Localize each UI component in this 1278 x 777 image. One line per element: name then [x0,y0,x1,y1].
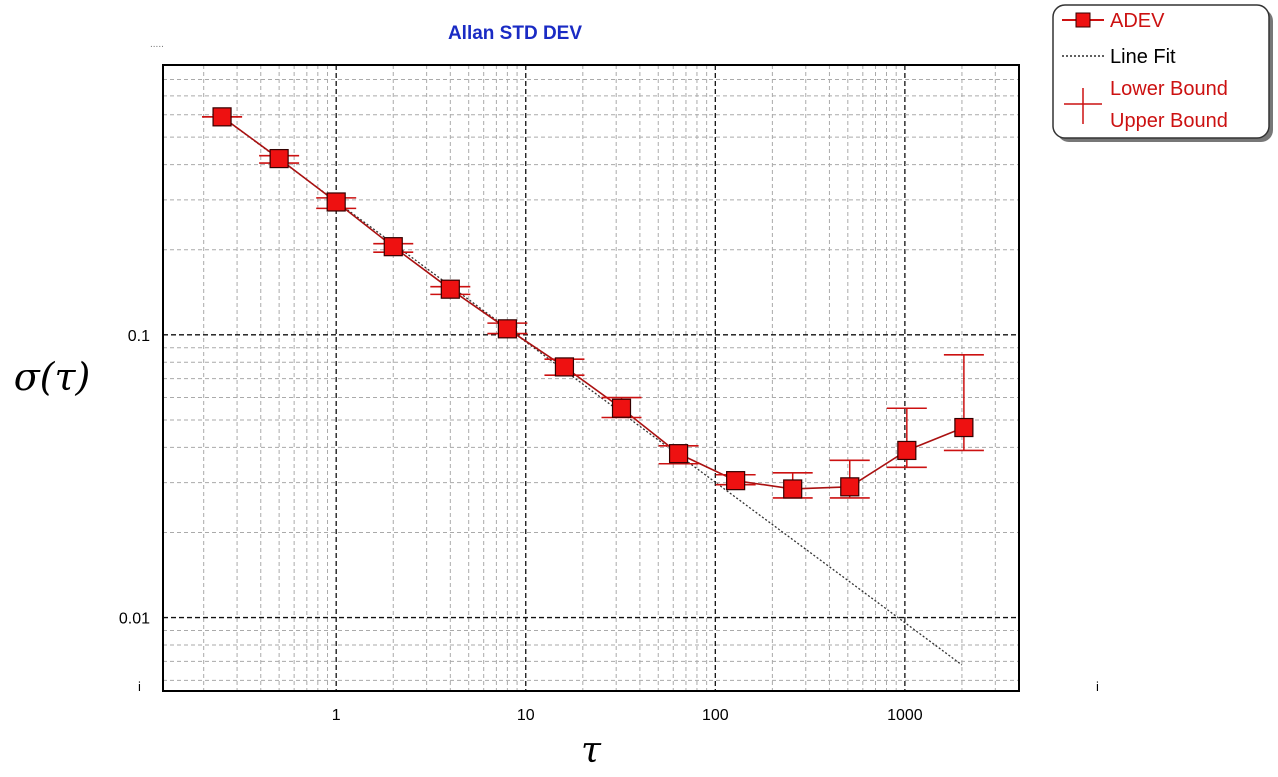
adev-point-group [829,459,870,499]
legend-label: ADEV [1110,10,1165,32]
y-tick-label: 0.1 [128,328,150,345]
x-axis-label: τ [581,730,602,771]
legend-box [1052,4,1270,139]
adev-point [668,444,689,464]
adev-point [440,279,460,299]
x-tick-label: 100 [702,707,729,724]
adev-point-group [430,279,471,299]
legend-label: Line Fit [1110,46,1176,68]
x-tick-labels: 1 10 100 1000 [332,707,923,724]
legend-label: Upper Bound [1110,110,1228,132]
adev-point [783,479,803,499]
adev-point [897,440,917,461]
x-tick-label: 1 [332,707,341,724]
adev-point-group [715,471,756,491]
adev-point-group [943,353,984,452]
adev-point-group [316,192,357,212]
grid-lines [163,65,1019,691]
adev-point-group [487,319,528,339]
corner-mark-left: i [138,679,141,694]
adev-point [954,417,974,438]
adev-point [554,357,575,377]
x-tick-label: 1000 [887,707,923,724]
adev-point [497,319,517,339]
chart-title: Allan STD DEV [448,23,582,44]
adev-point [840,477,860,497]
y-tick-label: 0.01 [119,611,150,628]
adev-point-group [601,396,642,419]
adev-point [212,107,232,127]
adev-point [611,398,632,418]
adev-series [202,107,984,499]
adev-point-group [772,472,813,499]
corner-mark-top: ..... [150,39,164,50]
adev-point-group [886,407,927,469]
adev-point-group [202,107,243,127]
legend-adev-marker [1075,12,1091,28]
legend: ADEV Line Fit Lower Bound Upper Bound [1052,4,1273,142]
legend-label: Lower Bound [1110,78,1228,100]
y-tick-labels: 0.1 0.01 [119,328,150,628]
x-tick-label: 10 [517,707,535,724]
adev-point [726,471,746,491]
plot-frame [162,64,1020,692]
adev-point [269,148,289,169]
adev-point-group [259,148,300,169]
corner-mark-right: i [1096,679,1099,694]
y-axis-label: σ(τ) [14,355,91,399]
adev-point-group [544,357,585,377]
adev-point [383,237,403,257]
adev-point-group [373,237,414,257]
adev-point-group [658,444,699,465]
adev-point [326,192,346,212]
